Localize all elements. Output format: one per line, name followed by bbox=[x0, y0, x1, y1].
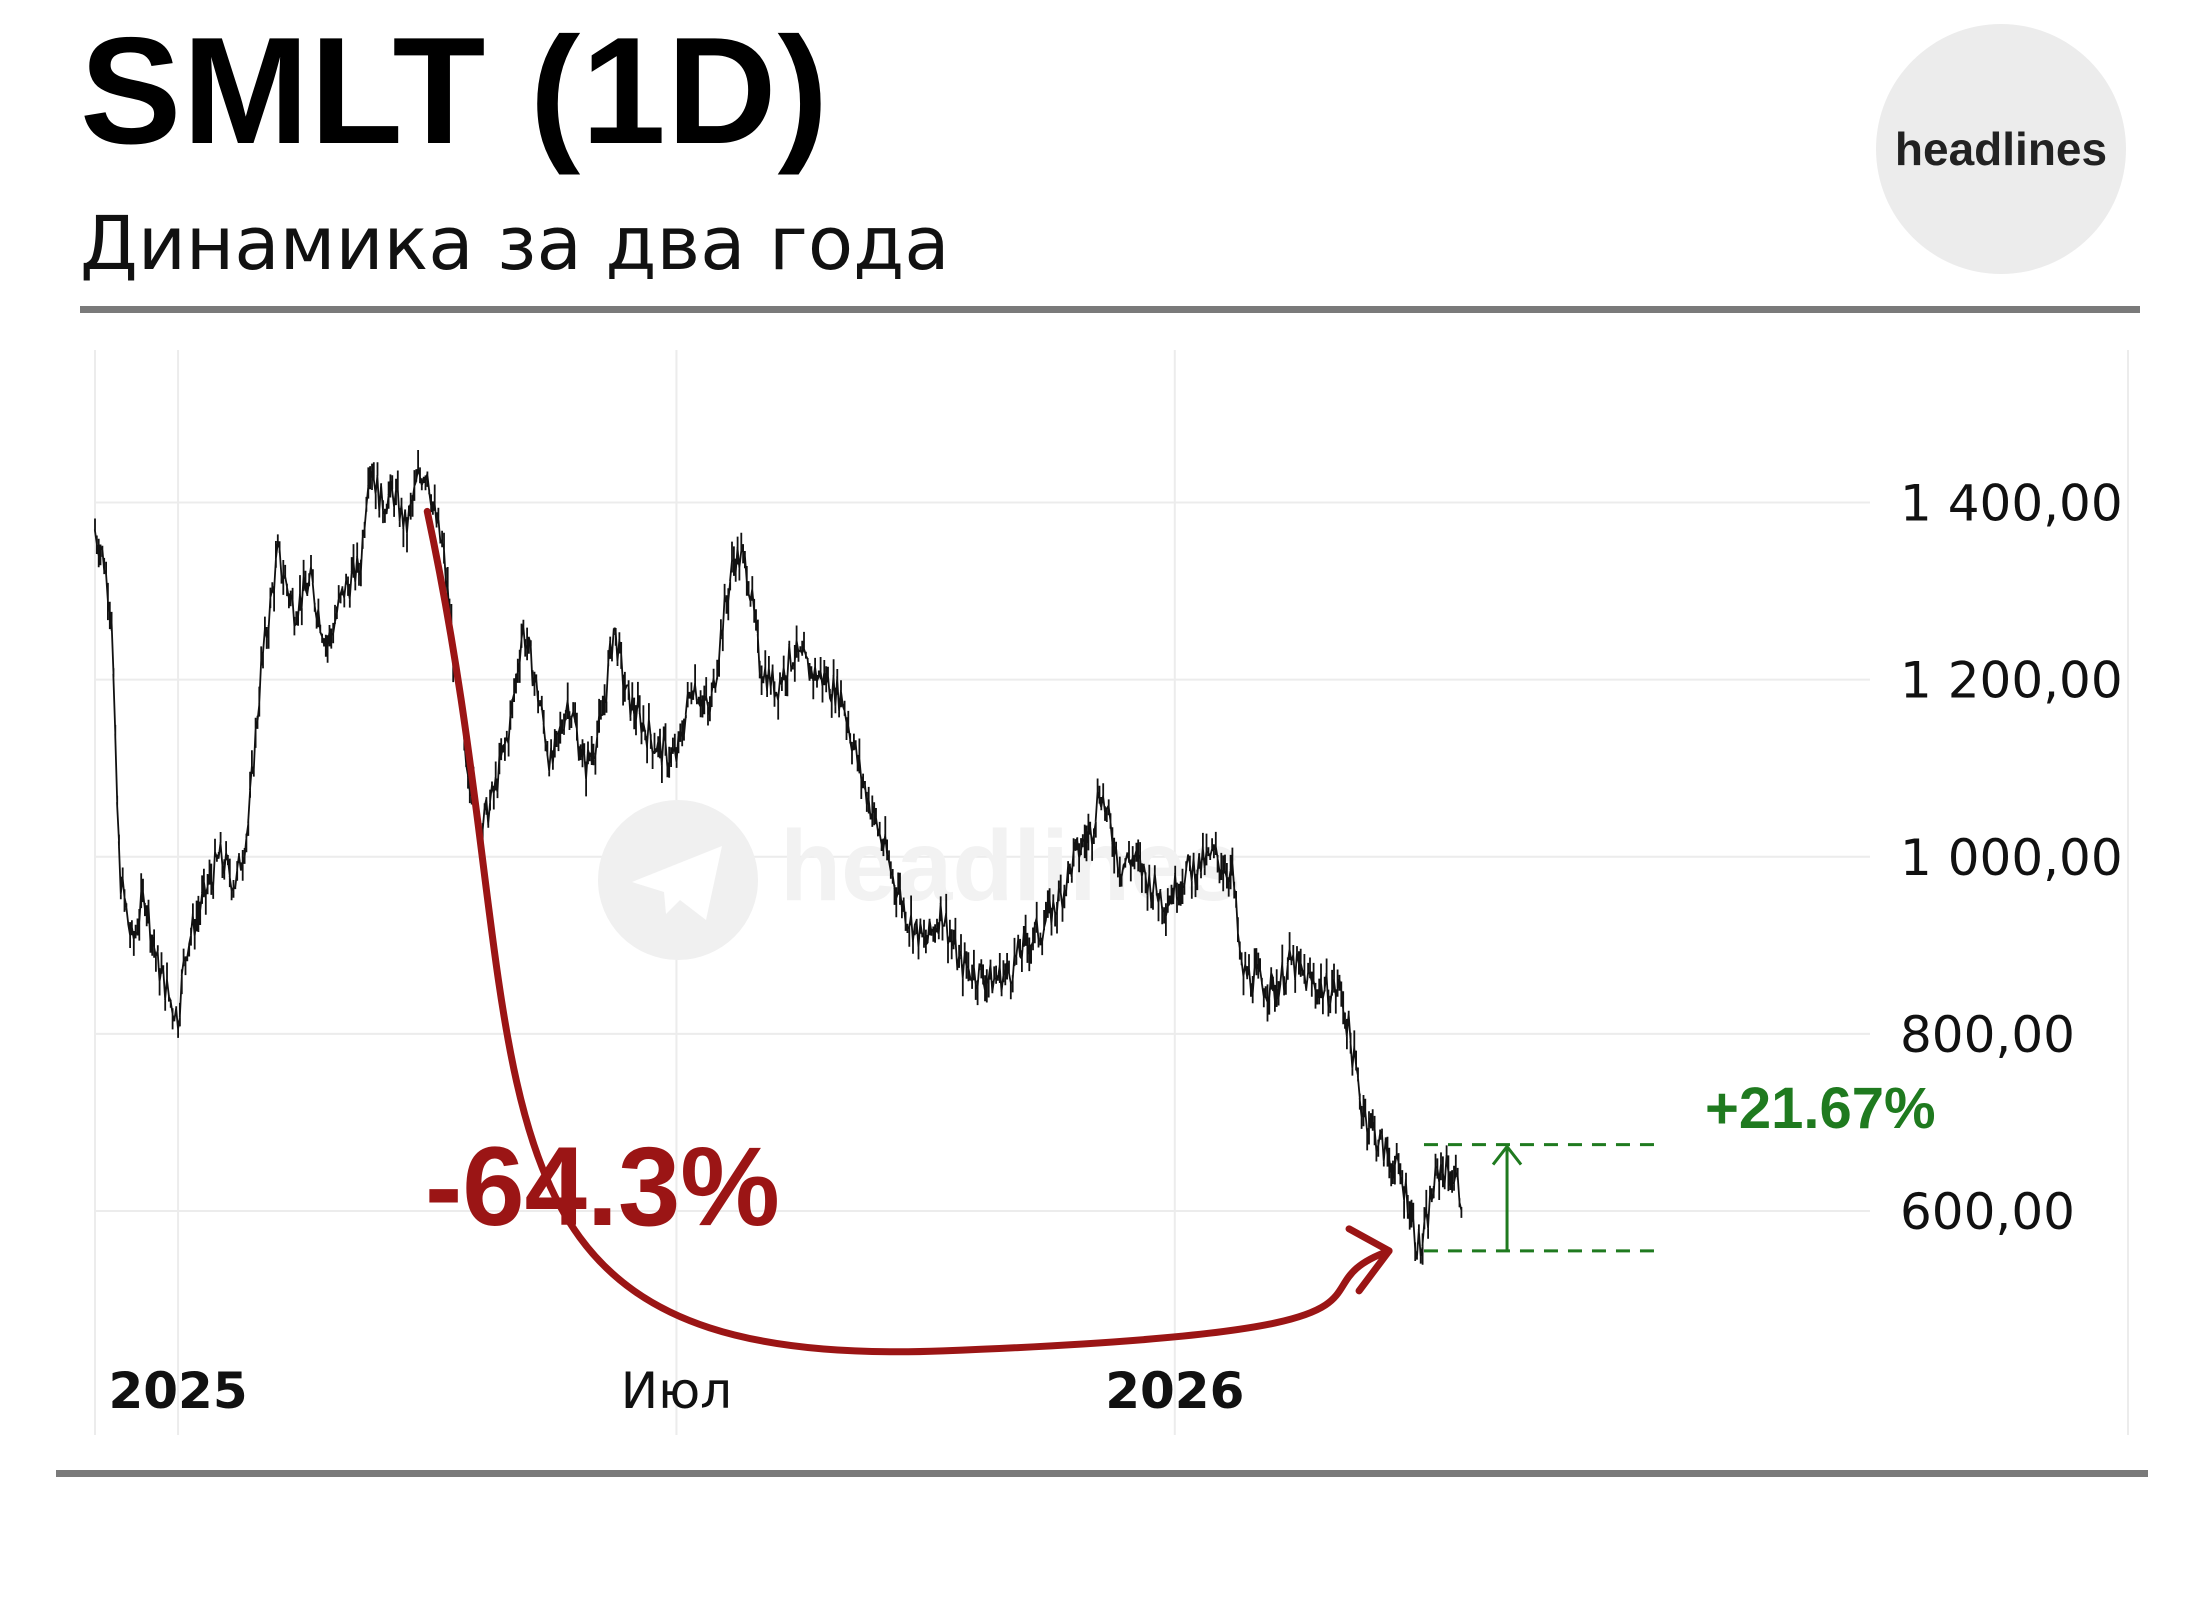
decline-arrowhead bbox=[1345, 1225, 1393, 1295]
y-tick-label: 800,00 bbox=[1900, 1006, 2075, 1064]
y-tick-label: 1 200,00 bbox=[1900, 652, 2123, 710]
brand-logo: headlines bbox=[1876, 24, 2126, 274]
watermark-text: headlines bbox=[780, 810, 1241, 922]
price-series bbox=[93, 450, 1463, 1265]
x-tick-label: Июл bbox=[621, 1362, 732, 1420]
annotation-layer: -64.3% +21.67% bbox=[423, 507, 1936, 1356]
x-axis: 2025 Июл 2026 bbox=[108, 1362, 1244, 1420]
y-tick-label: 1 000,00 bbox=[1900, 829, 2123, 887]
y-axis: 600,00 800,00 1 000,00 1 200,00 1 400,00 bbox=[1900, 475, 2123, 1241]
price-line bbox=[93, 450, 1463, 1265]
chart-title: SMLT (1D) bbox=[80, 6, 830, 176]
y-tick-label: 600,00 bbox=[1900, 1183, 2075, 1241]
top-divider bbox=[80, 306, 2140, 313]
bottom-divider bbox=[56, 1470, 2148, 1477]
x-tick-label: 2026 bbox=[1105, 1362, 1244, 1420]
decline-arc bbox=[423, 507, 1393, 1356]
chart-subtitle: Динамика за два года bbox=[80, 201, 950, 287]
brand-logo-text: headlines bbox=[1894, 123, 2108, 175]
rebound-label: +21.67% bbox=[1705, 1076, 1936, 1141]
x-tick-label: 2025 bbox=[108, 1362, 247, 1420]
y-tick-label: 1 400,00 bbox=[1900, 475, 2123, 533]
rebound-arrowhead bbox=[1491, 1144, 1523, 1166]
telegram-plane-icon bbox=[632, 846, 722, 920]
decline-label: -64.3% bbox=[425, 1124, 780, 1249]
watermark: headlines bbox=[598, 800, 1241, 960]
